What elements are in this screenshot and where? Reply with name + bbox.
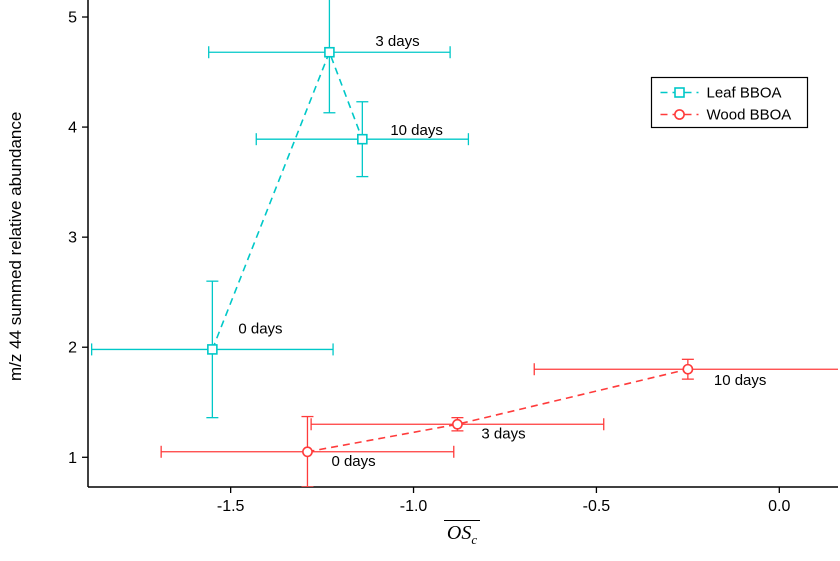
y-tick-label: 5 [68, 10, 77, 27]
series-line-wood-bboa [307, 368, 689, 453]
x-axis-label: OSc [88, 520, 836, 548]
x-tick-label: -1.0 [400, 498, 428, 515]
x-axis-label-base: OS [446, 522, 472, 544]
x-tick-label: -0.5 [583, 498, 611, 515]
x-tick-label: 0.0 [768, 498, 790, 515]
x-axis-label-subscript: c [471, 532, 478, 547]
y-tick-label: 2 [68, 340, 77, 357]
marker-square [324, 46, 335, 58]
legend: Leaf BBOA Wood BBOA [650, 76, 809, 129]
legend-marker-square [674, 87, 685, 98]
legend-marker-circle [674, 109, 685, 120]
point-label: 0 days [238, 320, 282, 337]
y-tick-label: 4 [68, 120, 77, 137]
marker-circle [682, 363, 694, 375]
x-tick-label: -1.5 [217, 498, 245, 515]
point-label: 10 days [714, 372, 767, 389]
y-axis-label: m/z 44 summed relative abundance [6, 111, 25, 381]
series-line-leaf-bboa [211, 50, 364, 350]
y-tick-label: 3 [68, 230, 77, 247]
series-leaf-bboa: 0 days 3 days 10 days [91, 0, 470, 419]
point-label: 3 days [481, 425, 525, 442]
point-label: 10 days [390, 122, 443, 139]
point-label: 3 days [375, 33, 419, 50]
series-wood-bboa: 0 days 3 days 10 days [160, 358, 838, 487]
point-label: 0 days [331, 453, 375, 470]
marker-square [207, 344, 218, 355]
marker-circle [452, 418, 463, 430]
marker-square [357, 133, 368, 145]
y-tick-label: 1 [68, 450, 77, 467]
x-axis-label-math: OSc [443, 520, 481, 547]
error-bars-leaf-bboa [91, 0, 470, 419]
legend-label: Wood BBOA [707, 107, 792, 124]
marker-circle [302, 446, 313, 458]
legend-label: Leaf BBOA [707, 85, 782, 102]
